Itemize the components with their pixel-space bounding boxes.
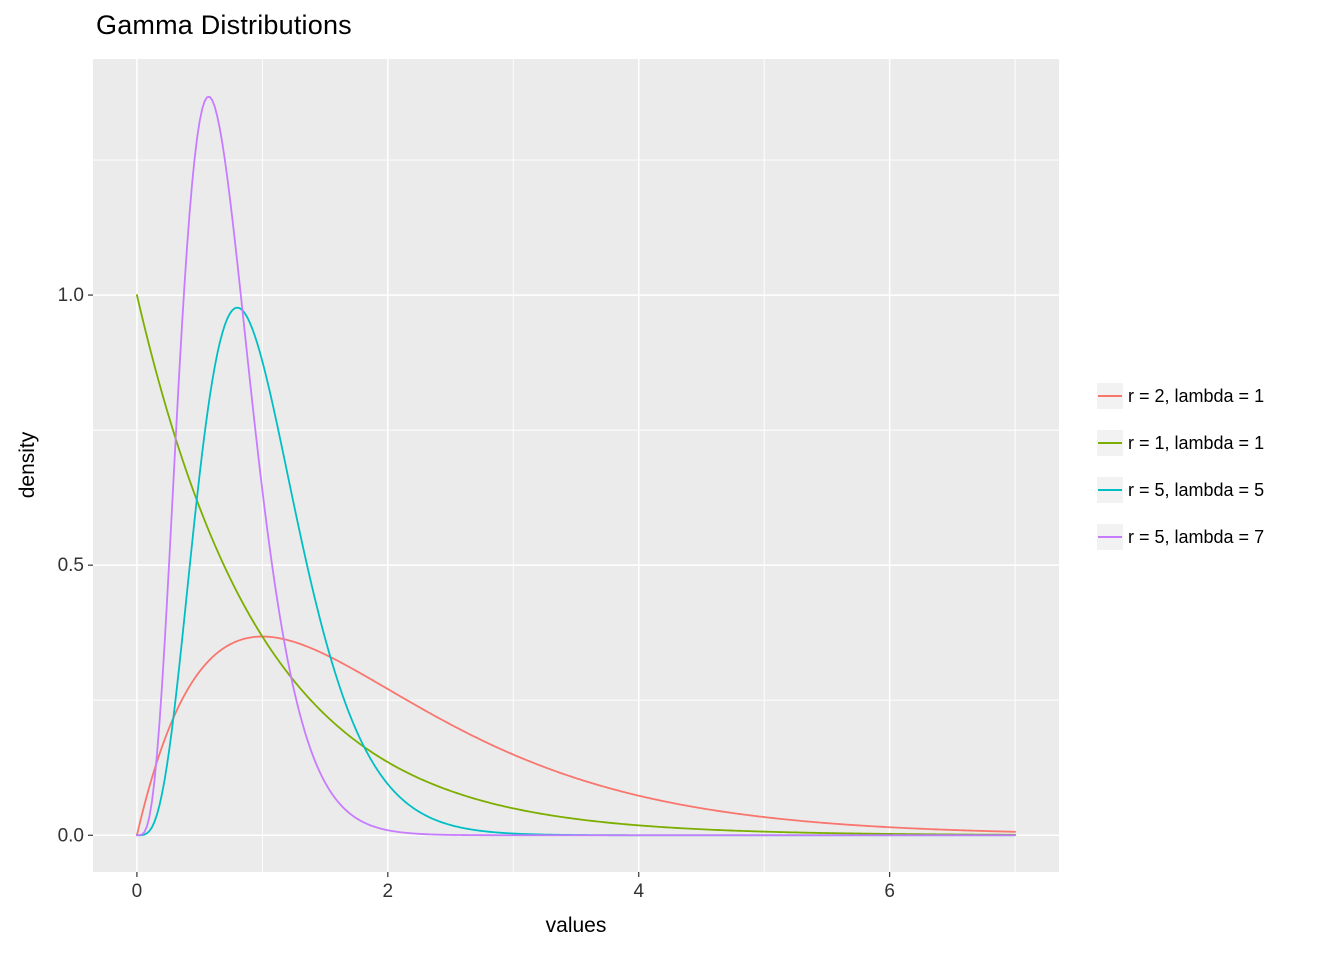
legend-label: r = 2, lambda = 1 bbox=[1128, 385, 1265, 406]
y-axis-title: density bbox=[16, 431, 39, 499]
legend-key bbox=[1097, 477, 1123, 503]
legend-key bbox=[1097, 383, 1123, 409]
legend-key-line-icon bbox=[1098, 442, 1122, 444]
legend-key bbox=[1097, 430, 1123, 456]
curve-r-5-lambda-7 bbox=[136, 95, 1016, 837]
legend-item: r = 5, lambda = 7 bbox=[1097, 524, 1264, 550]
legend-item: r = 2, lambda = 1 bbox=[1097, 383, 1264, 409]
legend-label: r = 1, lambda = 1 bbox=[1128, 432, 1265, 453]
x-axis-title: values bbox=[545, 914, 607, 937]
x-tick-label: 0 bbox=[132, 881, 143, 902]
y-tick-label: 0.0 bbox=[58, 825, 84, 846]
legend-key-line-icon bbox=[1098, 536, 1122, 538]
curve-r-1-lambda-1 bbox=[136, 294, 1016, 836]
plot-panel bbox=[93, 59, 1059, 872]
legend-key bbox=[1097, 524, 1123, 550]
y-tick-label: 0.5 bbox=[58, 555, 84, 576]
legend-key-line-icon bbox=[1098, 395, 1122, 397]
chart-title: Gamma Distributions bbox=[96, 10, 352, 40]
legend: r = 2, lambda = 1 r = 1, lambda = 1 r = 5,… bbox=[1097, 383, 1264, 550]
x-tick-label: 6 bbox=[884, 881, 895, 902]
legend-item: r = 5, lambda = 5 bbox=[1097, 477, 1264, 503]
legend-item: r = 1, lambda = 1 bbox=[1097, 430, 1264, 456]
x-tick-label: 4 bbox=[633, 881, 644, 902]
x-tick-label: 2 bbox=[383, 881, 394, 902]
legend-key-line-icon bbox=[1098, 489, 1122, 491]
legend-label: r = 5, lambda = 5 bbox=[1128, 479, 1265, 500]
legend-label: r = 5, lambda = 7 bbox=[1128, 526, 1265, 547]
y-tick-label: 1.0 bbox=[58, 285, 84, 306]
